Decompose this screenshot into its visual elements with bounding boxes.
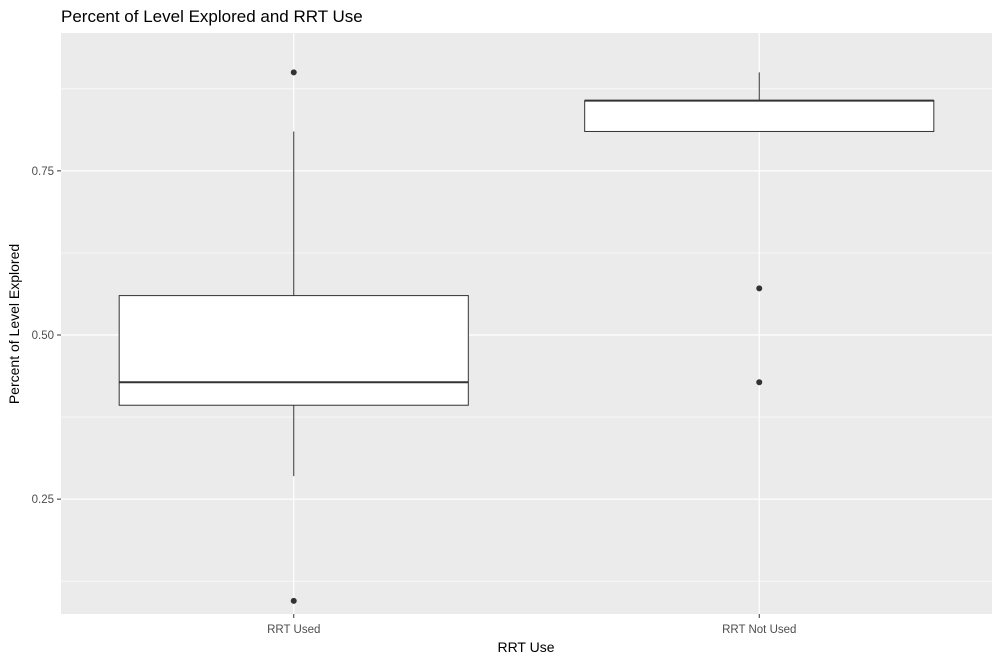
y-tick-label: 0.75: [32, 166, 54, 178]
box-iqr: [119, 296, 468, 406]
outlier-point: [291, 69, 297, 75]
y-tick-label: 0.50: [32, 330, 54, 342]
y-tick-label: 0.25: [32, 494, 54, 506]
chart-title: Percent of Level Explored and RRT Use: [61, 7, 363, 26]
box-iqr: [585, 101, 934, 132]
y-axis-title: Percent of Level Explored: [6, 244, 22, 404]
x-tick-label: RRT Not Used: [722, 624, 796, 636]
outlier-point: [756, 285, 762, 291]
x-tick-label: RRT Used: [267, 624, 320, 636]
outlier-point: [756, 379, 762, 385]
outlier-point: [291, 598, 297, 604]
x-axis-title: RRT Use: [497, 639, 554, 655]
